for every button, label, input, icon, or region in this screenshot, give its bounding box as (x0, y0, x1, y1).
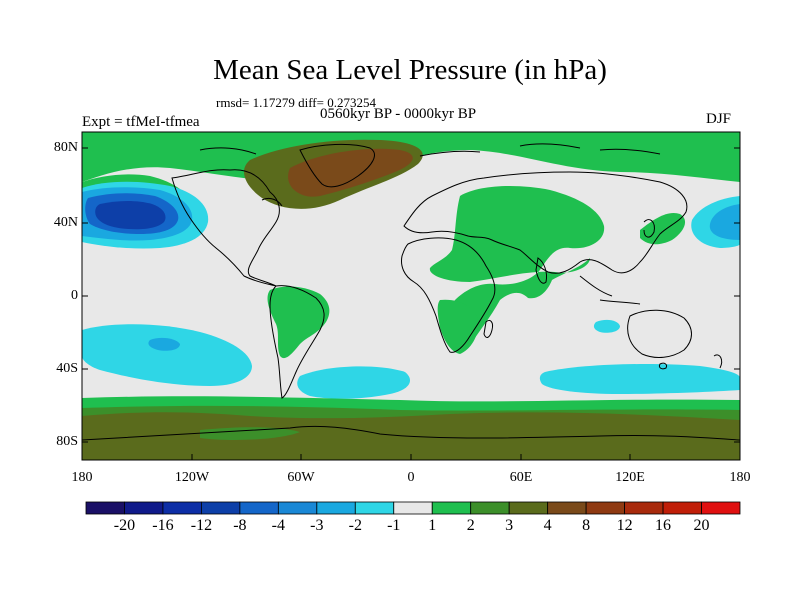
colorbar (85, 501, 741, 515)
colorbar-swatch (662, 501, 702, 515)
lon-label: 180 (71, 470, 93, 485)
colorbar-swatch (239, 501, 279, 515)
colorbar-label: 12 (616, 517, 633, 534)
colorbar-label: 3 (505, 517, 514, 534)
colorbar-swatch (354, 501, 395, 515)
colorbar-label: -12 (190, 517, 213, 534)
lon-label: 60W (287, 470, 315, 485)
lon-label: 120E (615, 470, 645, 485)
colorbar-swatch (508, 501, 549, 515)
coastlines (82, 143, 740, 441)
colorbar-label: -20 (113, 517, 136, 534)
colorbar-swatch (470, 501, 510, 515)
anomaly-region (297, 366, 410, 399)
lat-label: 40S (56, 361, 78, 376)
colorbar-label: 1 (428, 517, 437, 534)
colorbar-label: 8 (582, 517, 591, 534)
colorbar-label: -8 (233, 517, 247, 534)
lat-label: 80S (56, 434, 78, 449)
lon-label: 180 (729, 470, 751, 485)
colorbar-swatch (201, 501, 241, 515)
colorbar-swatch (701, 501, 741, 515)
colorbar-label: -1 (387, 517, 401, 534)
stats-label: rmsd= 1.17279 diff= 0.273254 (216, 95, 376, 110)
season-label: DJF (706, 111, 732, 127)
anomaly-region (288, 148, 413, 197)
anomaly-region (200, 427, 300, 440)
axis-ticks (81, 147, 741, 460)
anomaly-region (148, 337, 180, 351)
lon-label: 0 (407, 470, 415, 485)
colorbar-swatch (85, 501, 125, 515)
anomaly-region (437, 299, 479, 354)
lon-label: 120W (174, 470, 210, 485)
anomaly-region (82, 440, 740, 460)
colorbar-swatch (393, 501, 433, 515)
anomaly-region (709, 204, 740, 240)
colorbar-label: 4 (543, 517, 552, 534)
colorbar-swatch (162, 501, 202, 515)
period-label: 0560kyr BP - 0000kyr BP (320, 106, 477, 122)
lat-label: 80N (53, 140, 78, 155)
colorbar-label: -3 (310, 517, 324, 534)
colorbar-swatch (547, 501, 587, 515)
anomaly-region (429, 186, 605, 352)
anomaly-region (82, 324, 252, 386)
anomaly-region (593, 319, 620, 333)
colorbar-swatch (316, 501, 356, 515)
colorbar-label: 16 (655, 517, 672, 534)
colorbar-swatch (585, 501, 625, 515)
colorbar-swatch (277, 501, 318, 515)
colorbar-label: -4 (271, 517, 285, 534)
anomaly-region (539, 364, 740, 394)
anomaly-region (95, 201, 166, 230)
colorbar-swatch (624, 501, 664, 515)
anomaly-region (267, 286, 330, 359)
colorbar-label: -16 (152, 517, 174, 534)
experiment-label: Expt = tfMeI-tfmea (82, 114, 200, 130)
colorbar-swatch (124, 501, 164, 515)
colorbar-label: 20 (693, 517, 710, 534)
lat-label: 0 (71, 288, 78, 303)
lat-label: 40N (53, 215, 78, 230)
chart-title: Mean Sea Level Pressure (in hPa) (213, 54, 607, 86)
lon-label: 60E (509, 470, 533, 485)
colorbar-label: -2 (348, 517, 362, 534)
colorbar-swatch (431, 501, 472, 515)
colorbar-label: 2 (466, 517, 475, 534)
